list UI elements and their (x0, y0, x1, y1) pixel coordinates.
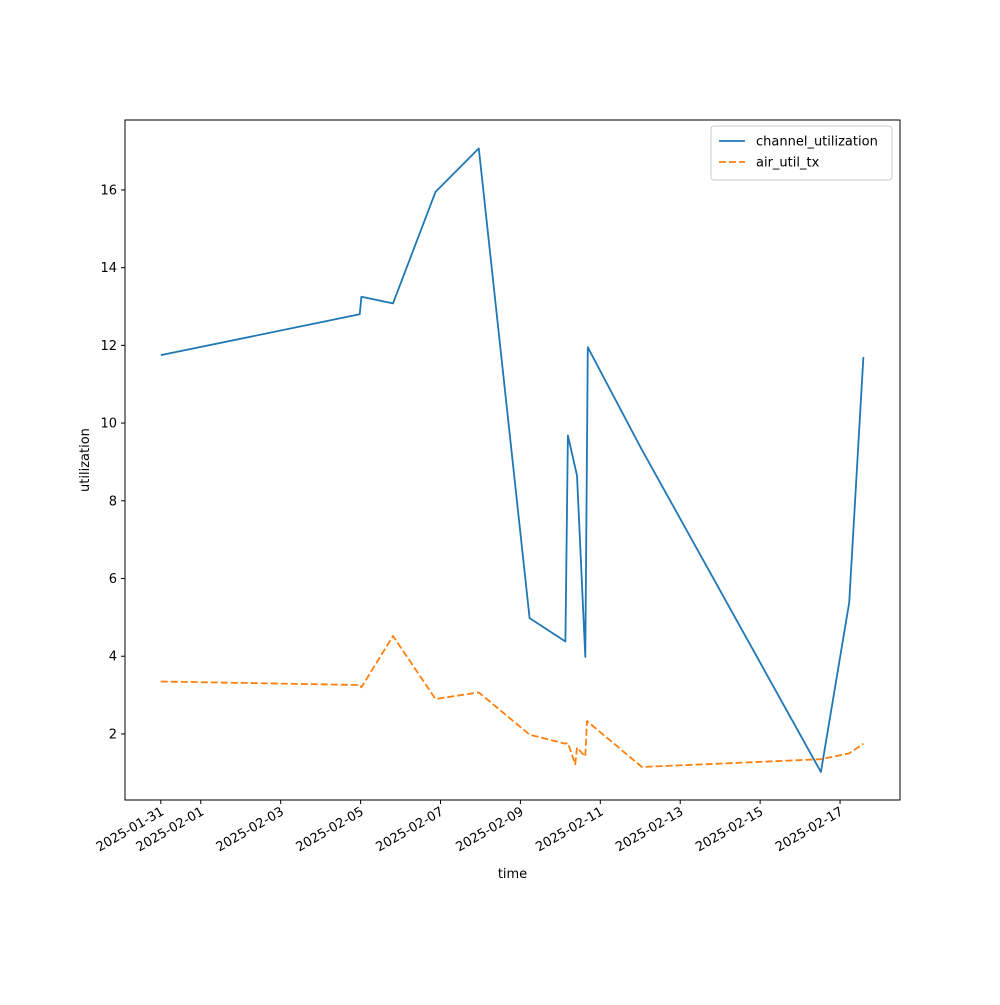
x-tick-label: 2025-02-15 (693, 804, 766, 855)
legend-label: air_util_tx (756, 156, 820, 171)
y-axis-label: utilization (78, 428, 93, 492)
legend-label: channel_utilization (756, 135, 878, 150)
series-line-air-util-tx (160, 635, 864, 768)
series-layer (160, 147, 865, 773)
y-tick-label: 12 (100, 339, 117, 354)
x-tick-label: 2025-02-13 (613, 804, 686, 855)
y-tick-label: 4 (109, 650, 117, 665)
x-axis-label: time (498, 867, 527, 882)
x-tick-label: 2025-02-09 (453, 804, 526, 855)
x-tick-label: 2025-02-03 (214, 804, 287, 855)
x-tick-label: 2025-02-17 (773, 804, 846, 855)
y-axis-ticks: 2 4 6 8 10 12 14 16 (100, 183, 125, 742)
y-tick-label: 16 (100, 183, 117, 198)
y-tick-label: 6 (109, 572, 117, 587)
x-tick-label: 2025-02-07 (374, 804, 447, 855)
y-tick-label: 10 (100, 417, 117, 432)
x-tick-label: 2025-02-05 (294, 804, 367, 855)
y-tick-label: 8 (109, 494, 117, 509)
y-tick-label: 14 (100, 261, 117, 276)
y-tick-label: 2 (109, 727, 117, 742)
plot-area-frame (124, 119, 901, 801)
series-line-channel-utilization (160, 147, 865, 773)
x-tick-label: 2025-02-11 (533, 804, 606, 855)
legend: channel_utilization air_util_tx (710, 125, 893, 181)
legend-box (710, 125, 893, 181)
